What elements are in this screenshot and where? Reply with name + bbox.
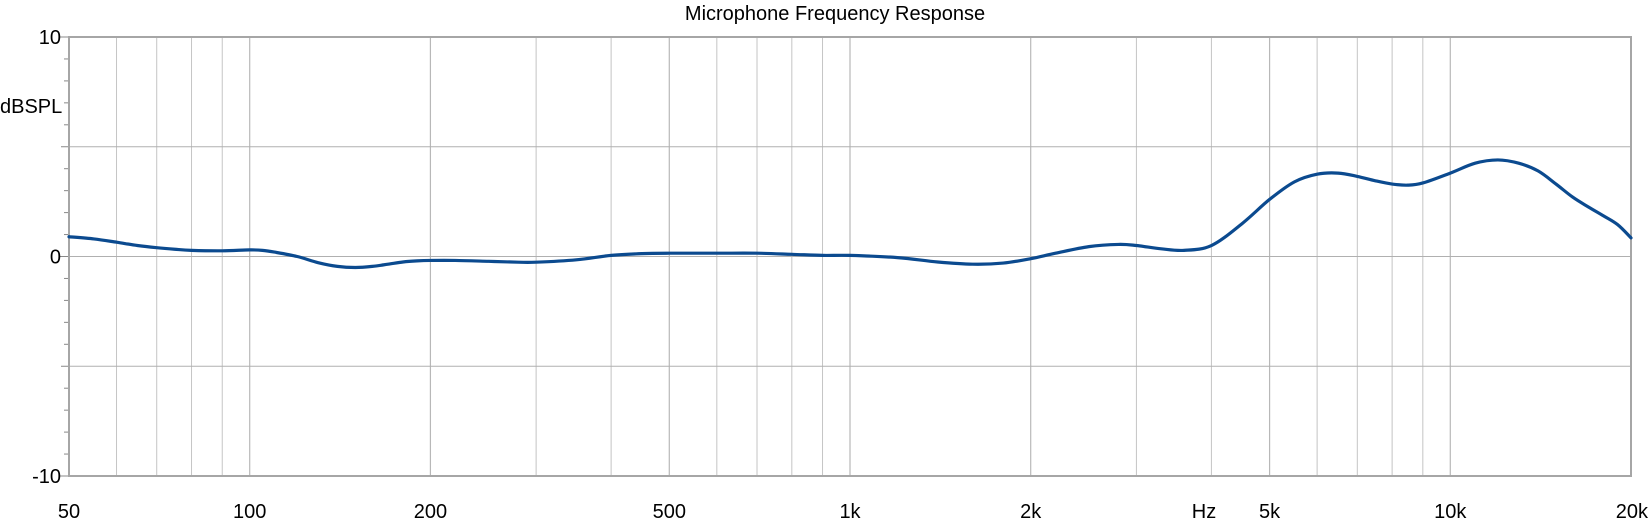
chart-title: Microphone Frequency Response [685,3,985,25]
x-axis-unit-label: Hz [1192,501,1216,523]
x-tick-label: 1k [839,501,861,523]
x-tick-label: 50 [58,501,80,523]
x-tick-label: 2k [1020,501,1042,523]
x-tick-label: 100 [233,501,266,523]
y-tick-label: -10 [32,466,61,488]
x-tick-label: 200 [414,501,447,523]
frequency-response-curve [67,158,1633,270]
y-tick-label: 10 [39,27,61,49]
x-tick-label: 5k [1259,501,1281,523]
x-tick-label: 500 [653,501,686,523]
x-tick-label: 20k [1616,501,1649,523]
y-tick-label: 0 [50,247,61,269]
x-tick-label: 10k [1434,501,1467,523]
y-axis-unit-label: dBSPL [0,96,62,118]
plot-frame [68,36,1632,477]
series-layer [67,158,1633,270]
